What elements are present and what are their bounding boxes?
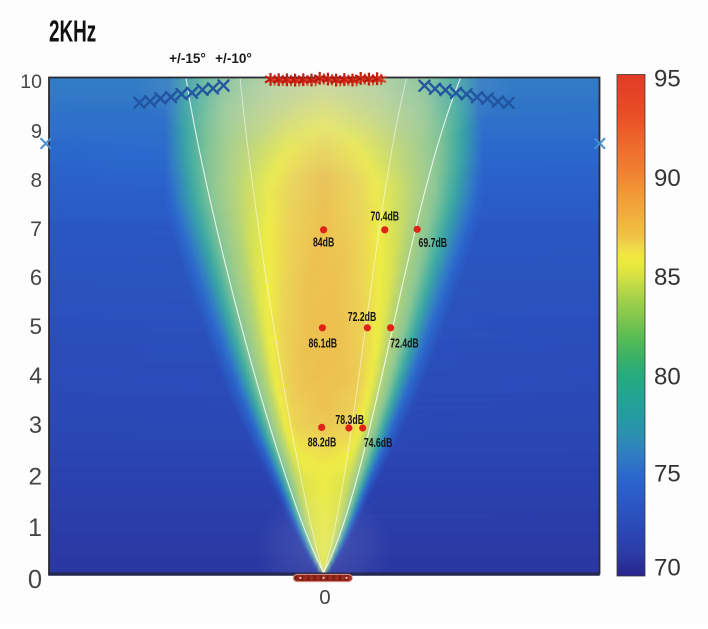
svg-text:84dB: 84dB — [313, 236, 334, 250]
svg-text:0: 0 — [319, 586, 330, 609]
svg-text:6: 6 — [30, 265, 42, 290]
svg-text:7: 7 — [30, 217, 42, 241]
svg-text:9: 9 — [31, 121, 42, 143]
svg-text:2: 2 — [28, 463, 42, 490]
svg-text:2KHz: 2KHz — [49, 15, 96, 49]
svg-text:90: 90 — [654, 165, 681, 192]
svg-text:+/-15°: +/-15° — [169, 51, 206, 66]
svg-text:80: 80 — [654, 363, 681, 390]
svg-text:72.2dB: 72.2dB — [348, 310, 377, 324]
svg-text:78.3dB: 78.3dB — [335, 413, 364, 427]
svg-text:1: 1 — [28, 514, 42, 542]
svg-text:74.6dB: 74.6dB — [364, 436, 393, 450]
svg-text:86.1dB: 86.1dB — [309, 337, 338, 351]
svg-text:72.4dB: 72.4dB — [390, 337, 419, 351]
svg-text:0: 0 — [28, 566, 42, 594]
svg-text:75: 75 — [654, 460, 681, 487]
svg-text:88.2dB: 88.2dB — [308, 436, 337, 450]
svg-text:85: 85 — [654, 264, 681, 291]
svg-text:4: 4 — [29, 362, 42, 388]
svg-text:70.4dB: 70.4dB — [371, 210, 400, 224]
svg-text:+/-10°: +/-10° — [215, 51, 252, 66]
svg-text:8: 8 — [30, 169, 42, 192]
svg-text:5: 5 — [29, 314, 42, 339]
svg-text:70: 70 — [654, 554, 681, 581]
svg-text:3: 3 — [29, 413, 42, 439]
svg-text:95: 95 — [654, 65, 681, 92]
svg-text:69.7dB: 69.7dB — [419, 236, 448, 250]
svg-text:10: 10 — [20, 71, 42, 93]
